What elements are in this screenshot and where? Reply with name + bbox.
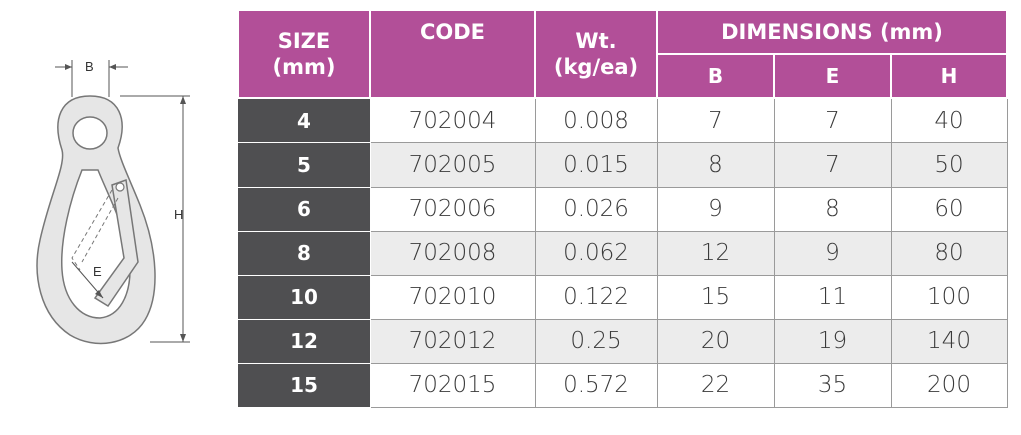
spec-table: SIZE (mm) CODE Wt. (kg/ea) DIMENSIONS (m… — [237, 9, 1008, 409]
cell-wt: 0.062 — [534, 230, 658, 276]
e-dimension: E — [71, 261, 104, 299]
header-b: B — [656, 53, 775, 99]
cell-h: 40 — [890, 97, 1008, 144]
table-row: 8 702008 0.062 12 9 80 — [237, 230, 1008, 276]
cell-e: 35 — [773, 362, 892, 409]
gate-open-outline — [71, 189, 113, 271]
cell-wt: 0.008 — [534, 97, 658, 144]
cell-e: 19 — [773, 318, 892, 364]
cell-e: 9 — [773, 230, 892, 276]
table-row: 6 702006 0.026 9 8 60 — [237, 186, 1008, 232]
cell-e: 7 — [773, 142, 892, 188]
cell-size: 10 — [237, 274, 371, 320]
header-dimensions: DIMENSIONS (mm) — [656, 9, 1008, 55]
cell-size: 4 — [237, 97, 371, 144]
cell-b: 20 — [656, 318, 775, 364]
cell-b: 9 — [656, 186, 775, 232]
cell-e: 7 — [773, 97, 892, 144]
cell-e: 8 — [773, 186, 892, 232]
b-dimension: B — [55, 59, 128, 97]
cell-wt: 0.026 — [534, 186, 658, 232]
b-label: B — [85, 59, 94, 74]
cell-wt: 0.122 — [534, 274, 658, 320]
cell-code: 702006 — [369, 186, 536, 232]
table-row: 10 702010 0.122 15 11 100 — [237, 274, 1008, 320]
cell-size: 5 — [237, 142, 371, 188]
cell-b: 15 — [656, 274, 775, 320]
cell-size: 6 — [237, 186, 371, 232]
cell-b: 12 — [656, 230, 775, 276]
snap-hook-drawing: B H E — [36, 59, 190, 345]
cell-h: 50 — [890, 142, 1008, 188]
cell-size: 12 — [237, 318, 371, 364]
cell-size: 15 — [237, 362, 371, 409]
table-row: 12 702012 0.25 20 19 140 — [237, 318, 1008, 364]
cell-code: 702015 — [369, 362, 536, 409]
cell-h: 60 — [890, 186, 1008, 232]
cell-code: 702012 — [369, 318, 536, 364]
cell-h: 200 — [890, 362, 1008, 409]
cell-b: 8 — [656, 142, 775, 188]
cell-h: 140 — [890, 318, 1008, 364]
cell-size: 8 — [237, 230, 371, 276]
cell-wt: 0.25 — [534, 318, 658, 364]
header-size: SIZE (mm) — [237, 9, 371, 99]
cell-code: 702008 — [369, 230, 536, 276]
hook-gate — [93, 178, 139, 308]
header-e: E — [773, 53, 892, 99]
cell-wt: 0.572 — [534, 362, 658, 409]
header-h: H — [890, 53, 1008, 99]
cell-code: 702010 — [369, 274, 536, 320]
snap-hook-diagram: B H E — [0, 0, 235, 435]
table-row: 4 702004 0.008 7 7 40 — [237, 97, 1008, 144]
e-label: E — [93, 264, 102, 279]
h-dimension: H — [120, 95, 190, 343]
header-code: CODE — [369, 9, 536, 99]
gate-pin — [115, 182, 125, 192]
cell-h: 100 — [890, 274, 1008, 320]
cell-b: 7 — [656, 97, 775, 144]
h-label: H — [174, 207, 183, 222]
cell-e: 11 — [773, 274, 892, 320]
cell-h: 80 — [890, 230, 1008, 276]
cell-b: 22 — [656, 362, 775, 409]
cell-wt: 0.015 — [534, 142, 658, 188]
table-row: 5 702005 0.015 8 7 50 — [237, 142, 1008, 188]
cell-code: 702004 — [369, 97, 536, 144]
spec-table-body: 4 702004 0.008 7 7 40 5 702005 0.015 8 7 50 6 702006 0… — [237, 97, 1008, 409]
hook-eye — [72, 116, 108, 150]
header-weight: Wt. (kg/ea) — [534, 9, 658, 99]
table-row: 15 702015 0.572 22 35 200 — [237, 362, 1008, 409]
cell-code: 702005 — [369, 142, 536, 188]
